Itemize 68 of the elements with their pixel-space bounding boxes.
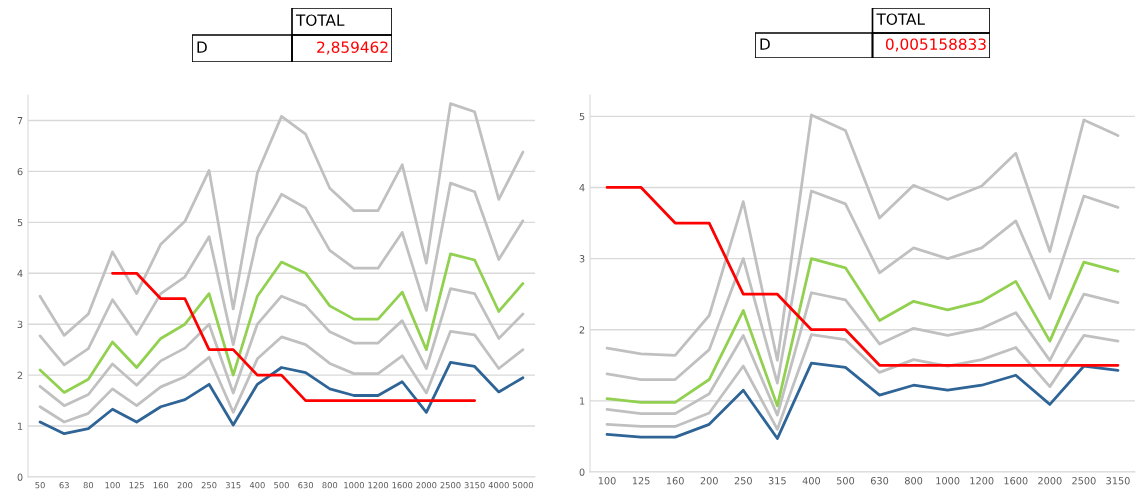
y-tick-label: 3	[579, 255, 585, 263]
x-tick-label: 3150	[464, 482, 485, 489]
x-tick-label: 2000	[1038, 477, 1062, 485]
x-tick-label: 630	[870, 477, 889, 485]
x-tick-label: 2500	[1072, 477, 1096, 485]
y-tick-label: 4	[579, 184, 585, 192]
x-tick-label: 630	[298, 482, 314, 489]
x-tick-label: 800	[904, 477, 923, 485]
line-series	[605, 361, 1120, 440]
y-tick-label: 3	[17, 320, 23, 329]
x-tick-label: 125	[632, 477, 650, 485]
y-tick-label: 1	[18, 422, 23, 430]
y-tick-label: 0	[17, 473, 23, 481]
y-tick-label: 5	[579, 112, 585, 121]
x-tick-label: 50	[35, 482, 45, 489]
text: D	[760, 38, 770, 50]
x-tick-label: 125	[129, 482, 144, 489]
line-series	[111, 271, 477, 402]
text: D	[197, 41, 207, 53]
x-tick-label: 2000	[416, 482, 437, 489]
y-tick-label: 5	[17, 218, 23, 227]
y-tick-label: 7	[17, 117, 23, 125]
x-tick-label: 250	[734, 477, 752, 485]
y-tick-label: 2	[579, 326, 585, 334]
line-series	[38, 329, 525, 424]
x-tick-label: 1000	[344, 482, 364, 489]
x-tick-label: 400	[249, 482, 265, 489]
text: TOTAL	[876, 13, 925, 25]
x-tick-label: 800	[322, 482, 338, 489]
y-tick-label: 2	[17, 371, 23, 379]
y-tick-label: 0	[579, 468, 585, 476]
x-tick-label: 500	[274, 482, 289, 489]
x-tick-label: 1000	[936, 477, 960, 485]
x-tick-label: 500	[836, 477, 855, 485]
x-tick-label: 4000	[488, 482, 509, 489]
x-tick-label: 63	[59, 482, 69, 489]
text: 2,859462	[317, 41, 388, 55]
x-tick-label: 5000	[512, 482, 533, 489]
x-tick-label: 315	[225, 482, 241, 489]
x-tick-label: 315	[768, 477, 786, 485]
line-series	[38, 102, 525, 337]
x-tick-label: 250	[201, 482, 217, 489]
x-tick-label: 400	[802, 477, 821, 485]
line-series	[605, 333, 1120, 431]
x-tick-label: 1200	[970, 477, 994, 485]
line-series	[605, 291, 1120, 417]
x-tick-label: 80	[83, 482, 94, 489]
x-tick-label: 1200	[368, 482, 389, 489]
y-tick-label: 1	[580, 397, 585, 405]
x-tick-label: 100	[105, 482, 120, 489]
line-series	[38, 361, 525, 436]
x-tick-label: 160	[153, 482, 169, 489]
x-tick-label: 200	[177, 482, 193, 489]
x-tick-label: 3150	[1106, 477, 1130, 485]
line-series	[38, 287, 525, 408]
y-tick-label: 6	[17, 167, 23, 176]
x-tick-label: 1600	[1004, 477, 1028, 485]
x-tick-label: 160	[666, 477, 684, 485]
x-tick-label: 200	[700, 477, 718, 485]
y-tick-label: 4	[17, 269, 23, 277]
x-tick-label: 100	[598, 477, 616, 485]
line-series	[38, 252, 525, 394]
line-series	[38, 181, 525, 367]
x-tick-label: 1600	[392, 482, 413, 489]
x-tick-label: 2500	[440, 482, 461, 489]
text: 0,005158833	[885, 38, 986, 52]
line-series	[605, 257, 1120, 408]
text: TOTAL	[295, 14, 345, 26]
